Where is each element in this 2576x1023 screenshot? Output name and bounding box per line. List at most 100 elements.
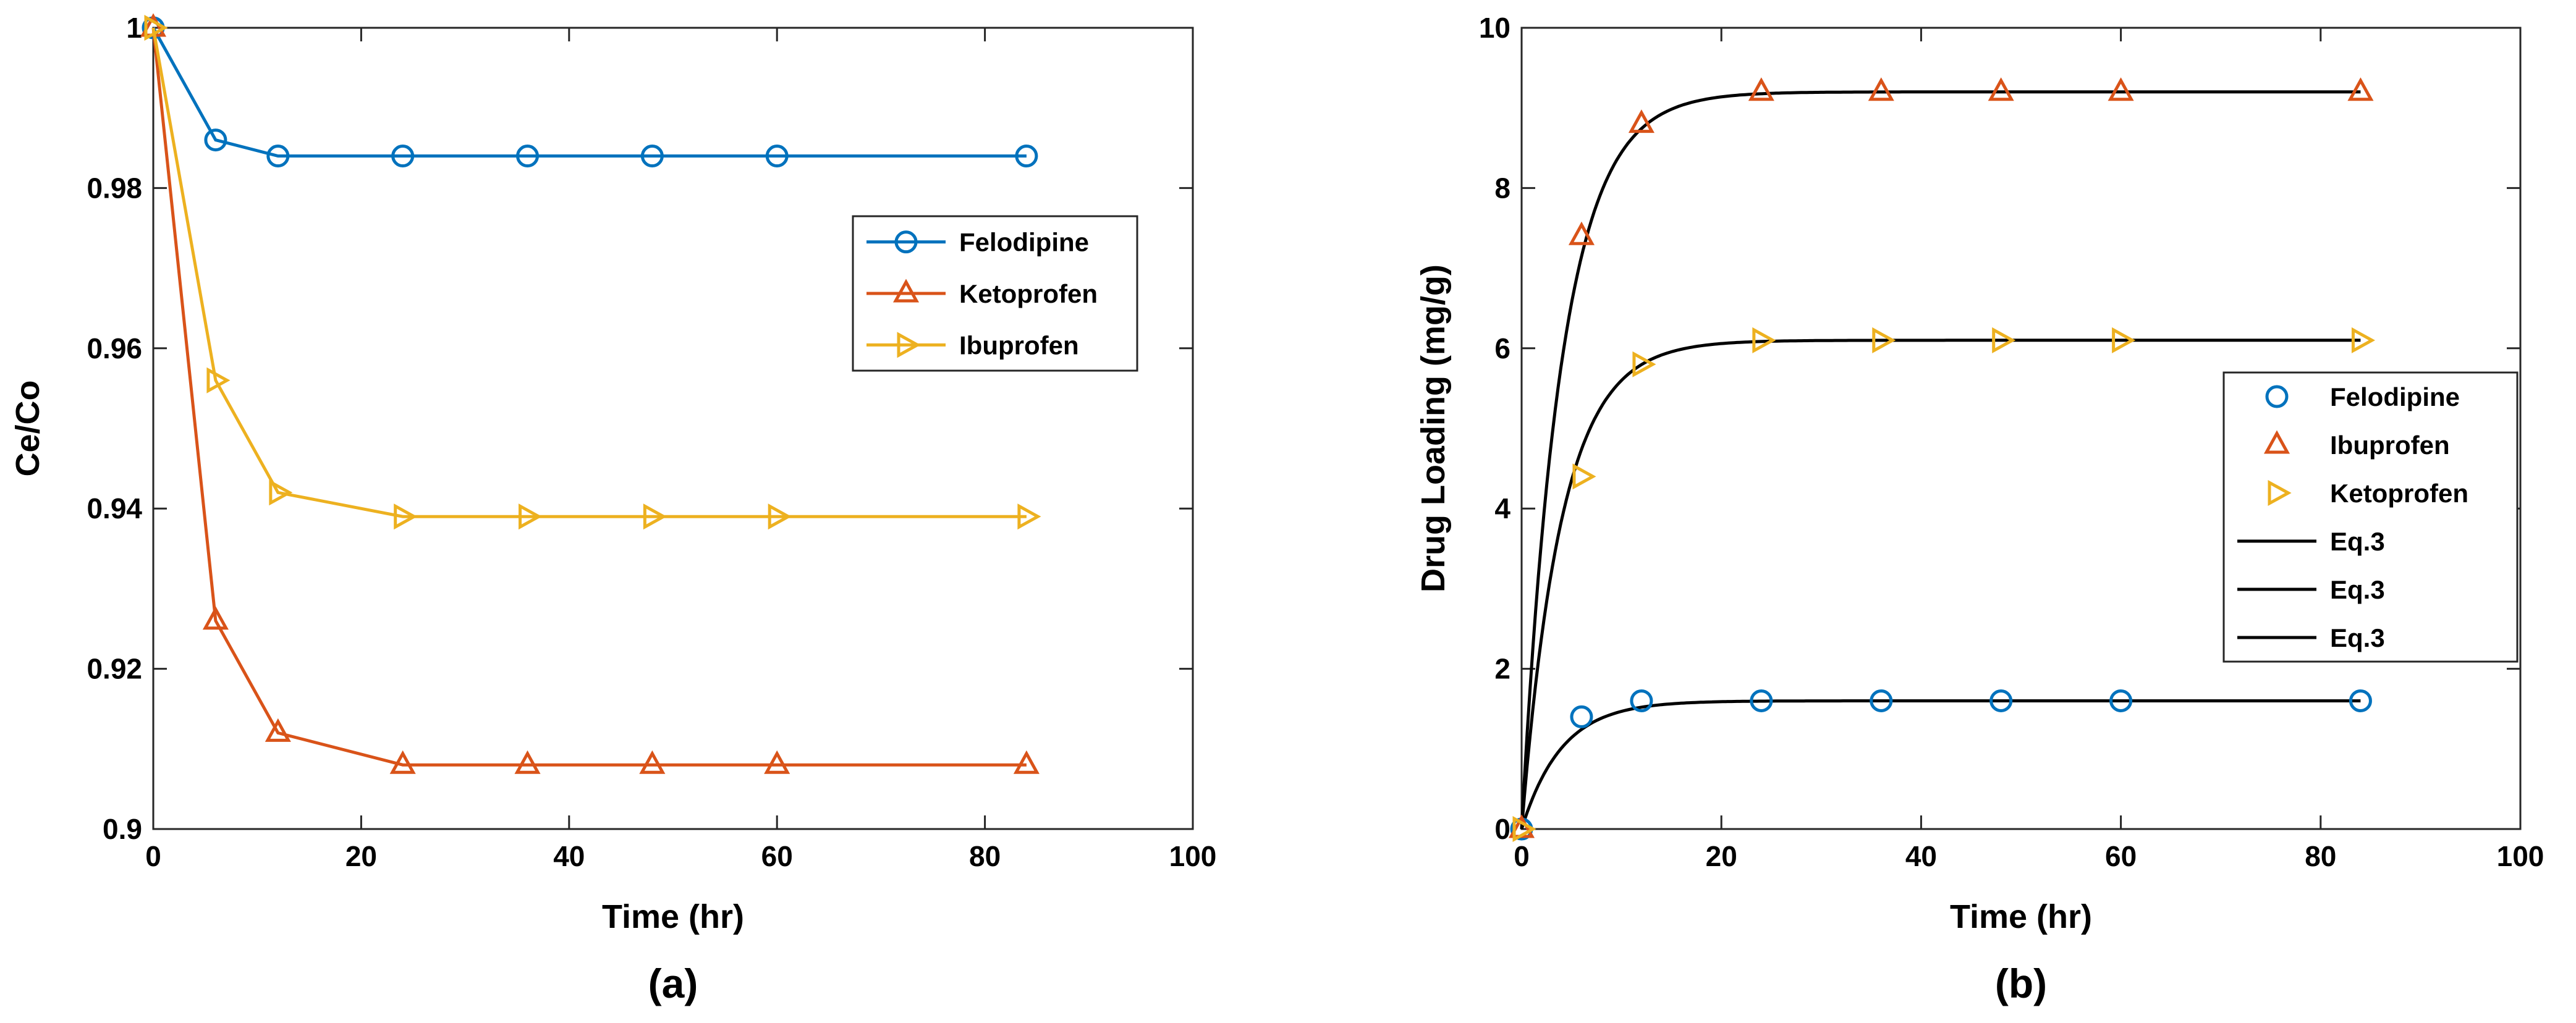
legend: Felodipine Ketoprofen Ibuprofen — [852, 215, 1138, 372]
data-point — [391, 145, 415, 168]
x-tick-label: 0 — [1514, 840, 1530, 872]
legend-entry-felodipine: Felodipine — [866, 228, 1089, 257]
data-point — [1868, 77, 1894, 101]
series-felodipine — [142, 16, 1038, 168]
data-point — [640, 145, 664, 168]
chart-panel-a: 0 20 40 60 80 100 0.9 0.92 0.94 0.96 0.98 1 Time (hr… — [9, 12, 1216, 1006]
data-point — [1017, 503, 1041, 530]
data-point — [2108, 77, 2134, 101]
data-point — [765, 145, 789, 168]
y-tick-label: 6 — [1494, 332, 1510, 364]
y-tick-label: 0 — [1494, 813, 1510, 845]
data-point — [265, 718, 291, 742]
data-point — [1632, 351, 1656, 377]
data-point — [1748, 77, 1774, 101]
series-ibuprofen — [1508, 77, 2374, 838]
data-point — [519, 503, 543, 530]
y-tick-label: 1 — [126, 12, 142, 44]
data-point — [1872, 327, 1896, 353]
x-tick-label: 40 — [553, 840, 585, 872]
legend-marker — [2263, 430, 2290, 454]
x-tick-label: 60 — [2105, 840, 2137, 872]
data-point — [764, 750, 790, 774]
data-point — [2109, 689, 2133, 712]
legend-box — [2222, 371, 2519, 663]
data-point — [1512, 815, 1536, 843]
y-axis-label: Drug Loading (mg/g) — [1415, 264, 1452, 592]
y-tick-label: 2 — [1494, 653, 1510, 685]
legend-label: Eq.3 — [2330, 575, 2385, 604]
chart-panel-b: 0 20 40 60 80 100 0 2 4 6 8 10 Time (hr) Drug Loading… — [1415, 12, 2544, 1006]
data-point — [2347, 77, 2374, 101]
data-point — [144, 14, 168, 41]
x-tick-label: 80 — [2305, 840, 2336, 872]
data-point — [643, 503, 667, 530]
data-point — [1870, 689, 1893, 712]
legend-marker — [894, 230, 918, 254]
x-tick-label: 0 — [145, 840, 161, 872]
plot-area-frame — [1520, 27, 2522, 830]
y-tick-label: 10 — [1479, 12, 1510, 44]
data-point — [204, 128, 227, 152]
legend-entry-ibuprofen: Ibuprofen — [2263, 430, 2450, 460]
data-point — [2351, 327, 2376, 353]
legend-marker — [892, 279, 920, 303]
x-axis-label: Time (hr) — [1950, 898, 2092, 935]
x-tick-label: 80 — [969, 840, 1001, 872]
legend-label: Eq.3 — [2330, 527, 2385, 556]
data-point — [269, 479, 293, 506]
legend-entry-ketoprofen: Ketoprofen — [866, 279, 1098, 308]
legend: Felodipine Ibuprofen Ketoprofen Eq.3 Eq.3 Eq.… — [2222, 371, 2519, 663]
x-tick-label: 100 — [1169, 840, 1217, 872]
legend-label: Ibuprofen — [2330, 431, 2450, 460]
y-tick-label: 0.92 — [87, 653, 142, 685]
series-line — [151, 27, 1027, 158]
panel-label: (b) — [1995, 961, 2047, 1006]
panel-label: (a) — [648, 961, 698, 1006]
legend-entry-ibuprofen: Ibuprofen — [866, 330, 1079, 360]
data-point — [389, 750, 416, 774]
series-line — [151, 27, 1027, 767]
data-point — [514, 750, 541, 774]
data-point — [1750, 689, 1773, 712]
data-point — [266, 145, 290, 168]
series-ketoprofen — [140, 13, 1040, 774]
x-tick-label: 40 — [1905, 840, 1937, 872]
legend-entry-ketoprofen: Ketoprofen — [2268, 479, 2468, 508]
x-tick-label: 60 — [761, 840, 793, 872]
data-point — [2112, 327, 2136, 353]
legend-marker — [2268, 479, 2292, 507]
legend-label: Ibuprofen — [959, 330, 1079, 360]
data-point — [2349, 689, 2372, 712]
data-point — [1630, 689, 1653, 712]
y-tick-label: 0.94 — [87, 492, 142, 524]
y-axis-label: Ce/Co — [9, 380, 46, 476]
y-tick-label: 0.9 — [103, 813, 142, 845]
legend-label: Eq.3 — [2330, 623, 2385, 652]
x-tick-label: 100 — [2497, 840, 2544, 872]
y-tick-label: 4 — [1494, 492, 1510, 524]
legend-entry-felodipine: Felodipine — [2265, 382, 2460, 411]
series-line — [151, 27, 1027, 518]
x-tick-label: 20 — [345, 840, 377, 872]
data-point — [1989, 689, 2013, 712]
legend-label: Ketoprofen — [2330, 479, 2468, 508]
data-point — [1752, 327, 1776, 353]
data-point — [1992, 327, 2016, 353]
series-ibuprofen — [144, 14, 1041, 530]
data-point — [1628, 109, 1654, 133]
data-point — [1988, 77, 2014, 101]
data-point — [1570, 705, 1593, 728]
fit-curve-eq3 — [1520, 90, 2361, 830]
legend-label: Felodipine — [959, 228, 1089, 257]
series-felodipine — [1510, 689, 2372, 841]
data-point — [1015, 145, 1038, 168]
data-point — [516, 145, 540, 168]
legend-marker — [897, 332, 921, 358]
data-point — [768, 503, 792, 530]
legend-label: Felodipine — [2330, 382, 2460, 411]
series-ketoprofen — [1512, 327, 2376, 843]
legend-entry-eq-3: Eq.3 — [2237, 575, 2385, 604]
